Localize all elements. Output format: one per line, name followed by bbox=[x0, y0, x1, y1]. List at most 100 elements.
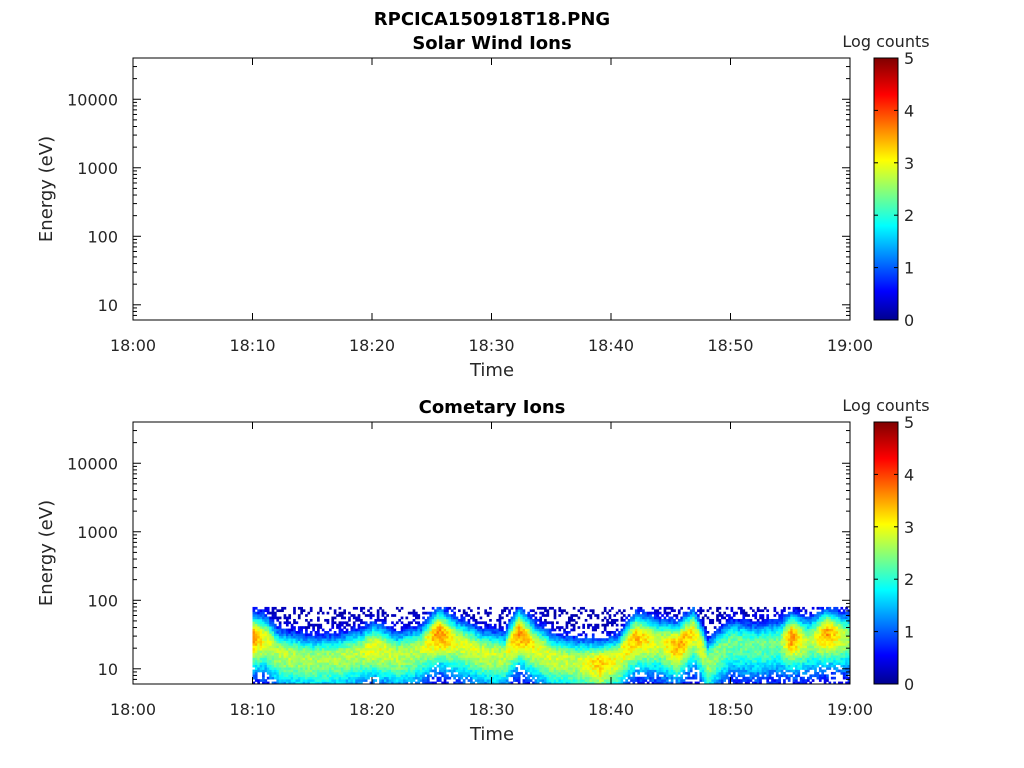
spectrogram-cell bbox=[426, 621, 430, 625]
colorbar-tick-label: 2 bbox=[904, 206, 914, 225]
spectrogram-cell bbox=[479, 650, 483, 653]
spectrogram-cell bbox=[295, 643, 299, 646]
spectrogram-cell bbox=[680, 650, 683, 653]
spectrogram-cell bbox=[685, 659, 688, 663]
spectrogram-cell bbox=[556, 655, 559, 658]
spectrogram-cell bbox=[266, 609, 270, 613]
spectrogram-cell bbox=[352, 633, 356, 637]
spectrogram-cell bbox=[513, 674, 516, 678]
spectrogram-cell bbox=[584, 671, 588, 675]
spectrogram-cell bbox=[400, 676, 404, 680]
spectrogram-cell bbox=[395, 621, 399, 625]
spectrogram-cell bbox=[443, 606, 447, 610]
spectrogram-cell bbox=[350, 628, 354, 632]
spectrogram-cell bbox=[434, 657, 437, 661]
spectrogram-cell bbox=[546, 609, 550, 613]
spectrogram-cell bbox=[271, 664, 275, 668]
spectrogram-cell bbox=[331, 647, 335, 651]
spectrogram-cell bbox=[300, 667, 303, 670]
spectrogram-cell bbox=[496, 674, 499, 678]
spectrogram-cell bbox=[276, 667, 280, 670]
spectrogram-cell bbox=[520, 652, 523, 656]
spectrogram-cell bbox=[395, 645, 399, 649]
spectrogram-cell bbox=[517, 659, 521, 663]
spectrogram-cell bbox=[477, 611, 480, 615]
spectrogram-cell bbox=[438, 643, 442, 646]
spectrogram-cell bbox=[558, 674, 562, 678]
spectrogram-cell bbox=[455, 657, 459, 661]
spectrogram-cell bbox=[360, 609, 363, 613]
spectrogram-cell bbox=[630, 616, 633, 620]
spectrogram-cell bbox=[410, 676, 413, 680]
spectrogram-cell bbox=[295, 679, 299, 682]
spectrogram-cell bbox=[302, 674, 306, 678]
spectrogram-cell bbox=[661, 623, 664, 627]
spectrogram-cell bbox=[493, 652, 497, 656]
spectrogram-cell bbox=[381, 614, 385, 617]
spectrogram-cell bbox=[611, 669, 614, 673]
spectrogram-cell bbox=[646, 614, 650, 617]
spectrogram-cell bbox=[627, 647, 631, 651]
spectrogram-cell bbox=[300, 657, 303, 661]
spectrogram-cell bbox=[259, 679, 263, 682]
spectrogram-cell bbox=[364, 655, 368, 658]
spectrogram-cell bbox=[460, 647, 464, 651]
spectrogram-cell bbox=[675, 647, 679, 651]
spectrogram-cell bbox=[589, 638, 593, 641]
spectrogram-cell bbox=[379, 652, 382, 656]
spectrogram-cell bbox=[262, 667, 265, 670]
spectrogram-cell bbox=[498, 645, 502, 649]
spectrogram-cell bbox=[412, 647, 416, 651]
spectrogram-cell bbox=[376, 664, 380, 668]
spectrogram-cell bbox=[381, 635, 385, 639]
spectrogram-cell bbox=[405, 635, 409, 639]
spectrogram-cell bbox=[367, 635, 370, 639]
spectrogram-cell bbox=[517, 655, 521, 658]
spectrogram-cell bbox=[620, 664, 624, 668]
spectrogram-cell bbox=[687, 667, 691, 670]
spectrogram-cell bbox=[312, 659, 315, 663]
spectrogram-cell bbox=[536, 618, 540, 622]
spectrogram-cell bbox=[393, 679, 397, 682]
spectrogram-cell bbox=[281, 638, 284, 641]
spectrogram-cell bbox=[383, 647, 387, 651]
spectrogram-cell bbox=[529, 614, 533, 617]
spectrogram-cell bbox=[601, 645, 605, 649]
spectrogram-cell bbox=[443, 616, 447, 620]
spectrogram-cell bbox=[675, 628, 679, 632]
spectrogram-cell bbox=[682, 679, 686, 682]
spectrogram-cell bbox=[400, 667, 404, 670]
spectrogram-cell bbox=[460, 667, 464, 670]
spectrogram-cell bbox=[422, 655, 425, 658]
spectrogram-cell bbox=[417, 638, 421, 641]
spectrogram-cell bbox=[524, 633, 528, 637]
spectrogram-cell bbox=[575, 650, 578, 653]
spectrogram-cell bbox=[436, 664, 440, 668]
spectrogram-cell bbox=[395, 664, 399, 668]
spectrogram-cell bbox=[391, 614, 394, 617]
spectrogram-cell bbox=[450, 650, 454, 653]
spectrogram-cell bbox=[670, 662, 674, 666]
spectrogram-cell bbox=[293, 671, 296, 675]
spectrogram-cell bbox=[372, 652, 375, 656]
spectrogram-cell bbox=[654, 667, 657, 670]
spectrogram-cell bbox=[685, 645, 688, 649]
spectrogram-cell bbox=[548, 676, 552, 680]
spectrogram-cell bbox=[618, 674, 621, 678]
spectrogram-cell bbox=[572, 628, 576, 632]
spectrogram-cell bbox=[687, 681, 691, 684]
spectrogram-cell bbox=[450, 609, 454, 613]
spectrogram-cell bbox=[462, 652, 466, 656]
spectrogram-cell bbox=[682, 645, 686, 649]
spectrogram-cell bbox=[496, 681, 499, 684]
spectrogram-cell bbox=[331, 679, 335, 682]
spectrogram-cell bbox=[649, 657, 652, 661]
spectrogram-cell bbox=[556, 638, 559, 641]
spectrogram-cell bbox=[259, 635, 263, 639]
spectrogram-cell bbox=[639, 633, 643, 637]
spectrogram-cell bbox=[405, 652, 409, 656]
spectrogram-cell bbox=[441, 650, 444, 653]
spectrogram-cell bbox=[591, 662, 595, 666]
spectrogram-cell bbox=[455, 631, 459, 634]
spectrogram-cell bbox=[281, 645, 284, 649]
